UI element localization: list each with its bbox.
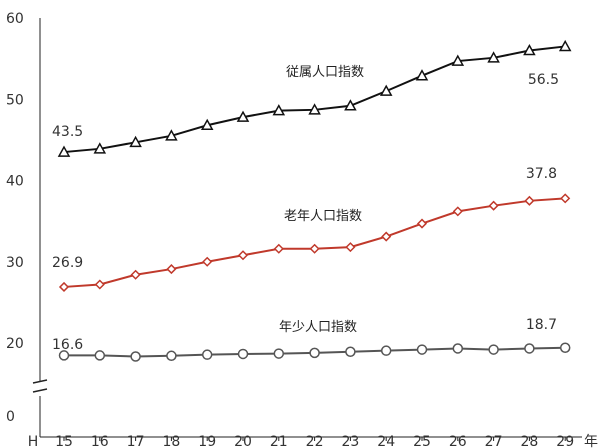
data-point bbox=[202, 256, 213, 267]
data-point bbox=[94, 279, 105, 290]
x-tick-label: 20 bbox=[234, 434, 252, 448]
data-point bbox=[129, 135, 142, 148]
start-value-label: 43.5 bbox=[52, 124, 83, 140]
data-point bbox=[451, 54, 465, 66]
y-tick-label: 0 bbox=[6, 409, 15, 425]
data-point bbox=[166, 350, 177, 362]
data-point bbox=[524, 343, 535, 354]
data-point bbox=[488, 344, 499, 355]
data-point bbox=[558, 39, 572, 52]
data-point bbox=[381, 231, 392, 242]
x-tick-label: 25 bbox=[413, 434, 431, 448]
end-value-label: 18.7 bbox=[526, 317, 557, 333]
x-tick-label: 18 bbox=[162, 434, 180, 448]
x-axis-prefix: H bbox=[28, 434, 39, 448]
x-tick-label: 27 bbox=[485, 434, 503, 448]
y-tick-label: 60 bbox=[6, 11, 24, 27]
series-name-label: 老年人口指数 bbox=[284, 209, 362, 224]
y-tick-label: 40 bbox=[6, 174, 24, 190]
x-tick-label: 29 bbox=[556, 434, 574, 448]
y-tick-label: 30 bbox=[6, 255, 24, 271]
data-point bbox=[379, 84, 393, 96]
data-point bbox=[523, 43, 536, 56]
series-1 bbox=[57, 39, 572, 157]
data-point bbox=[130, 269, 141, 280]
data-point bbox=[560, 193, 571, 204]
x-tick-label: 17 bbox=[127, 434, 145, 448]
data-point bbox=[273, 243, 284, 254]
data-point bbox=[165, 129, 178, 141]
start-value-label: 16.6 bbox=[52, 337, 83, 353]
x-axis-label: 年 bbox=[584, 434, 598, 448]
series-group bbox=[57, 39, 572, 362]
series-name-label: 年少人口指数 bbox=[279, 320, 357, 335]
data-point bbox=[94, 350, 106, 361]
start-value-label: 26.9 bbox=[52, 255, 83, 271]
data-point bbox=[272, 104, 286, 116]
data-point bbox=[380, 345, 392, 356]
x-tick-label: 21 bbox=[270, 434, 288, 448]
x-tick-label: 26 bbox=[449, 434, 467, 448]
tick-labels: 0 20 30 40 50 60 15 16 17 18 19 20 21 22 23 24 25 26 27 28 2… bbox=[6, 11, 598, 448]
data-point bbox=[201, 349, 213, 360]
data-point bbox=[93, 142, 107, 154]
data-point bbox=[345, 346, 356, 358]
data-point bbox=[200, 118, 214, 130]
data-point bbox=[559, 342, 571, 353]
data-point bbox=[416, 344, 428, 355]
data-point bbox=[58, 281, 70, 292]
data-point bbox=[308, 103, 321, 115]
data-point bbox=[58, 350, 70, 361]
data-point bbox=[488, 200, 499, 211]
x-tick-label: 15 bbox=[55, 434, 73, 448]
series-3 bbox=[58, 342, 571, 362]
data-point bbox=[309, 243, 320, 254]
x-tick-label: 16 bbox=[91, 434, 109, 448]
data-point bbox=[236, 110, 250, 122]
series-name-label: 従属人口指数 bbox=[286, 65, 364, 80]
y-tick-label: 50 bbox=[6, 92, 24, 108]
data-point bbox=[452, 206, 463, 217]
data-point bbox=[345, 242, 356, 253]
data-point bbox=[237, 348, 249, 360]
y-tick-label: 20 bbox=[6, 336, 24, 352]
data-point bbox=[237, 250, 249, 261]
x-tick-label: 19 bbox=[198, 434, 216, 448]
axes bbox=[32, 18, 582, 441]
data-point bbox=[57, 145, 71, 157]
data-point bbox=[415, 69, 429, 81]
end-value-label: 56.5 bbox=[528, 72, 559, 88]
data-point bbox=[130, 351, 141, 362]
x-tick-label: 23 bbox=[341, 434, 359, 448]
data-point bbox=[166, 264, 177, 275]
data-point bbox=[487, 51, 500, 63]
data-point bbox=[344, 99, 357, 111]
x-tick-label: 24 bbox=[377, 434, 395, 448]
data-point bbox=[452, 343, 464, 354]
data-point bbox=[416, 218, 428, 229]
data-point bbox=[309, 347, 320, 359]
data-point bbox=[524, 195, 535, 206]
y-axis-break-mark bbox=[32, 379, 48, 393]
data-point bbox=[273, 348, 285, 359]
series-2 bbox=[58, 193, 571, 292]
end-value-label: 37.8 bbox=[526, 166, 557, 182]
x-tick-label: 28 bbox=[520, 434, 538, 448]
x-tick-label: 22 bbox=[306, 434, 324, 448]
